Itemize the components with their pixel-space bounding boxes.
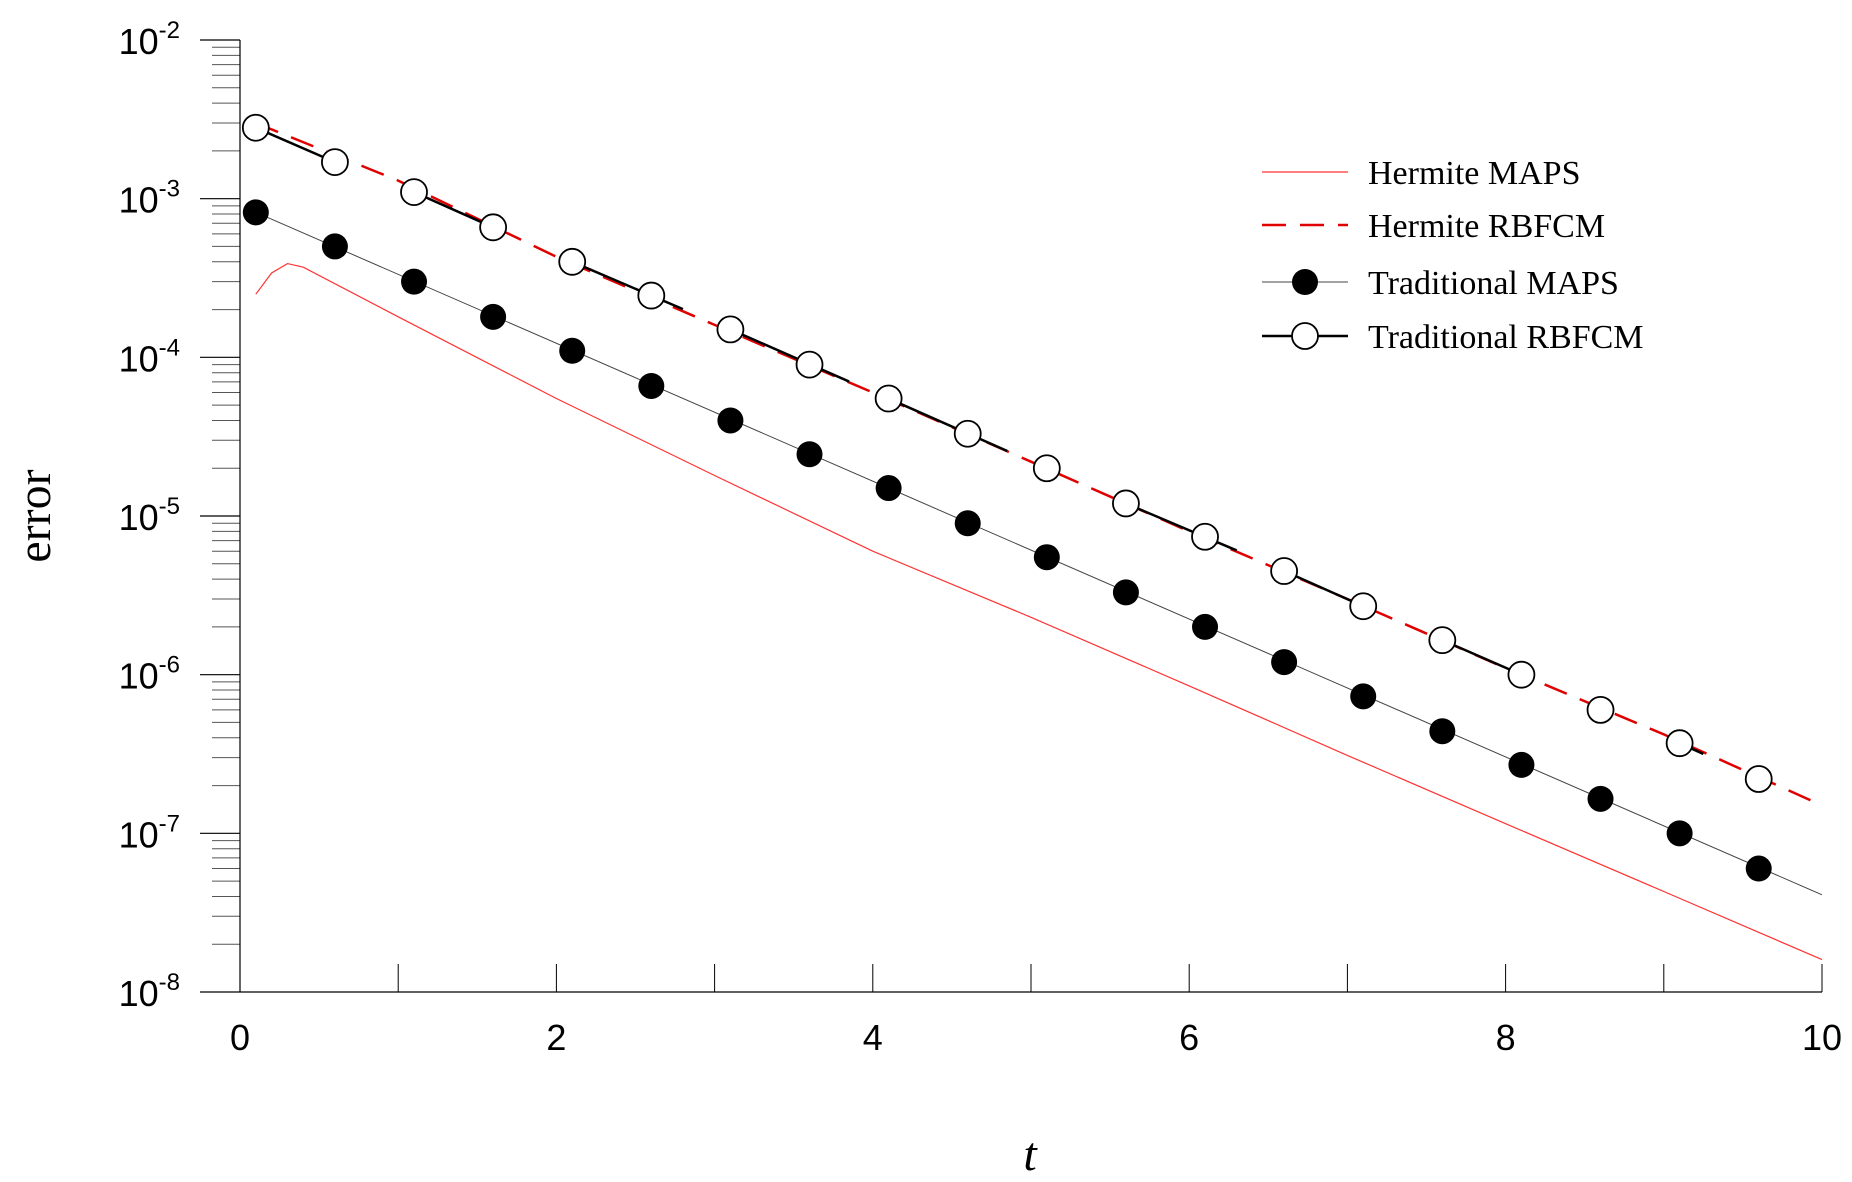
point-traditional-maps — [796, 441, 823, 468]
y-tick-exponent: -8 — [159, 969, 180, 996]
y-tick-base: 10 — [119, 338, 159, 379]
point-traditional-maps — [954, 510, 981, 537]
y-tick-label: 10-4 — [119, 334, 180, 379]
point-traditional-maps — [875, 475, 902, 502]
legend-label: Traditional RBFCM — [1368, 319, 1644, 356]
y-tick-label: 10-2 — [119, 17, 180, 62]
y-tick-base: 10 — [119, 814, 159, 855]
y-axis-title: error — [8, 469, 61, 562]
point-traditional-rbfcm — [241, 113, 270, 142]
legend-swatch-traditional-rbfcm-marker — [1291, 322, 1319, 350]
point-traditional-rbfcm — [558, 247, 587, 276]
point-traditional-rbfcm — [1507, 660, 1536, 689]
point-traditional-maps — [559, 337, 586, 364]
x-axis-title: t — [1023, 1128, 1038, 1181]
point-traditional-rbfcm — [953, 419, 982, 448]
point-traditional-maps — [1033, 544, 1060, 571]
series-segment-traditional-rbfcm — [571, 260, 684, 311]
legend-swatch-traditional-maps-marker — [1292, 269, 1318, 295]
point-traditional-maps — [1745, 855, 1772, 882]
y-tick-label: 10-8 — [119, 969, 180, 1014]
point-traditional-rbfcm — [874, 384, 903, 413]
x-tick-label: 2 — [546, 1017, 566, 1058]
point-traditional-maps — [1508, 751, 1535, 778]
x-tick-label: 6 — [1179, 1017, 1199, 1058]
point-traditional-rbfcm — [1586, 695, 1615, 724]
y-tick-label: 10-5 — [119, 493, 180, 538]
point-traditional-rbfcm — [1428, 626, 1457, 655]
y-tick-exponent: -7 — [159, 810, 180, 837]
x-tick-label: 0 — [230, 1017, 250, 1058]
x-tick-label: 4 — [863, 1017, 883, 1058]
x-tick-labels: 0 2 4 6 8 10 — [230, 1017, 1842, 1058]
series-segment-traditional-rbfcm — [413, 190, 494, 229]
point-traditional-maps — [480, 303, 507, 330]
y-tick-base: 10 — [119, 21, 159, 62]
point-traditional-rbfcm — [400, 178, 428, 206]
point-traditional-rbfcm — [1270, 557, 1299, 585]
series-segment-traditional-rbfcm — [1441, 639, 1522, 676]
y-tick-base: 10 — [119, 497, 159, 538]
point-traditional-rbfcm — [321, 148, 349, 177]
point-traditional-rbfcm — [795, 350, 824, 379]
x-tick-label: 8 — [1496, 1017, 1516, 1058]
series-line-hermite-maps — [255, 262, 1823, 961]
y-tick-label: 10-7 — [119, 810, 180, 855]
point-traditional-maps — [242, 199, 269, 226]
legend-label: Hermite MAPS — [1368, 155, 1581, 192]
point-traditional-rbfcm — [637, 281, 666, 310]
point-traditional-maps — [1112, 579, 1139, 606]
legend: Hermite MAPS Hermite RBFCM Traditional MAP… — [1262, 155, 1644, 356]
point-traditional-maps — [1192, 613, 1219, 640]
series-segment-traditional-rbfcm — [729, 328, 850, 383]
y-tick-base: 10 — [119, 656, 159, 697]
y-tick-label: 10-3 — [119, 176, 180, 221]
point-traditional-maps — [717, 407, 744, 434]
legend-label: Traditional MAPS — [1368, 265, 1619, 302]
y-minor-ticks — [200, 39, 240, 993]
point-traditional-rbfcm — [1665, 729, 1694, 758]
point-traditional-maps — [1271, 649, 1298, 676]
x-tick-label: 10 — [1802, 1017, 1842, 1058]
point-traditional-rbfcm — [479, 213, 508, 242]
point-traditional-maps — [321, 233, 348, 260]
y-tick-labels: 10-810-710-610-510-410-310-2 — [119, 17, 180, 1014]
y-tick-base: 10 — [119, 180, 159, 221]
y-tick-base: 10 — [119, 973, 159, 1014]
series-segment-traditional-rbfcm — [1283, 569, 1364, 608]
point-traditional-rbfcm — [1191, 522, 1219, 551]
y-tick-label: 10-6 — [119, 652, 180, 697]
point-traditional-rbfcm — [1112, 489, 1140, 518]
series-segment-traditional-rbfcm — [888, 397, 1008, 453]
y-tick-exponent: -6 — [159, 652, 180, 679]
legend-label: Hermite RBFCM — [1368, 208, 1605, 245]
point-traditional-maps — [1429, 718, 1456, 745]
point-traditional-rbfcm — [1032, 454, 1061, 483]
y-tick-exponent: -3 — [159, 176, 180, 203]
series-segment-traditional-rbfcm — [1125, 502, 1238, 552]
y-tick-exponent: -2 — [159, 17, 180, 44]
point-traditional-maps — [1666, 820, 1693, 847]
point-traditional-rbfcm — [716, 315, 745, 344]
point-traditional-rbfcm — [1744, 765, 1773, 793]
point-traditional-maps — [1587, 785, 1614, 812]
point-traditional-maps — [1350, 683, 1377, 710]
point-traditional-rbfcm — [1349, 592, 1378, 621]
y-tick-exponent: -5 — [159, 493, 180, 520]
point-traditional-maps — [401, 268, 428, 295]
x-axis-ticks — [239, 964, 1823, 992]
series-segment-traditional-rbfcm — [255, 126, 336, 164]
y-tick-exponent: -4 — [159, 334, 180, 361]
series-layer — [241, 113, 1823, 961]
point-traditional-maps — [638, 372, 665, 399]
